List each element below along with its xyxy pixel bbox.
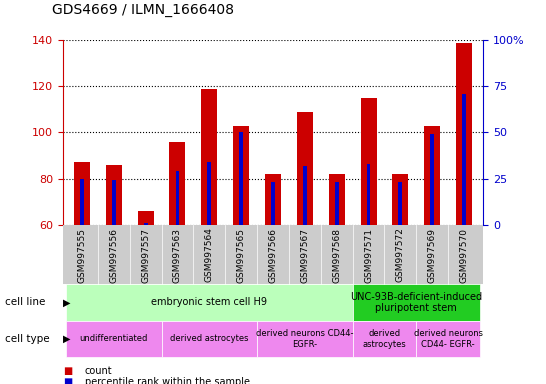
Text: derived neurons CD44-
EGFR-: derived neurons CD44- EGFR- (256, 329, 354, 349)
Text: GSM997566: GSM997566 (269, 228, 277, 283)
Text: GSM997572: GSM997572 (396, 228, 405, 283)
Bar (138, 211, 153, 225)
Text: ▶: ▶ (63, 297, 70, 308)
Bar (233, 126, 249, 225)
Bar (265, 174, 281, 225)
Bar (112, 180, 116, 225)
Bar (424, 126, 440, 225)
Bar (399, 182, 402, 225)
Text: derived astrocytes: derived astrocytes (170, 334, 248, 343)
Bar (430, 134, 434, 225)
Bar (80, 179, 84, 225)
Text: ■: ■ (63, 377, 72, 384)
Text: count: count (85, 366, 112, 376)
Bar (144, 223, 147, 225)
Text: derived
astrocytes: derived astrocytes (363, 329, 406, 349)
Bar (393, 174, 408, 225)
Text: GDS4669 / ILMN_1666408: GDS4669 / ILMN_1666408 (52, 3, 234, 17)
Bar (175, 171, 179, 225)
Text: GSM997557: GSM997557 (141, 228, 150, 283)
Bar (360, 98, 377, 225)
Text: GSM997564: GSM997564 (205, 228, 214, 283)
Bar (74, 162, 90, 225)
Bar (297, 112, 313, 225)
Text: cell type: cell type (5, 334, 50, 344)
Text: GSM997556: GSM997556 (109, 228, 118, 283)
Text: cell line: cell line (5, 297, 46, 308)
Bar (456, 43, 472, 225)
Bar (239, 132, 243, 225)
Bar (462, 94, 466, 225)
Text: UNC-93B-deficient-induced
pluripotent stem: UNC-93B-deficient-induced pluripotent st… (351, 291, 482, 313)
Text: GSM997565: GSM997565 (236, 228, 246, 283)
Text: GSM997568: GSM997568 (332, 228, 341, 283)
Text: derived neurons
CD44- EGFR-: derived neurons CD44- EGFR- (414, 329, 483, 349)
Bar (169, 142, 186, 225)
Bar (201, 89, 217, 225)
Bar (303, 166, 307, 225)
Bar (367, 164, 370, 225)
Bar (329, 174, 345, 225)
Text: GSM997563: GSM997563 (173, 228, 182, 283)
Text: GSM997569: GSM997569 (428, 228, 437, 283)
Text: percentile rank within the sample: percentile rank within the sample (85, 377, 250, 384)
Text: GSM997567: GSM997567 (300, 228, 310, 283)
Bar (207, 162, 211, 225)
Text: GSM997571: GSM997571 (364, 228, 373, 283)
Text: embryonic stem cell H9: embryonic stem cell H9 (151, 297, 268, 308)
Text: undifferentiated: undifferentiated (80, 334, 148, 343)
Bar (271, 182, 275, 225)
Text: ■: ■ (63, 366, 72, 376)
Bar (335, 182, 339, 225)
Text: GSM997570: GSM997570 (460, 228, 468, 283)
Text: GSM997555: GSM997555 (78, 228, 86, 283)
Bar (106, 165, 122, 225)
Text: ▶: ▶ (63, 334, 70, 344)
